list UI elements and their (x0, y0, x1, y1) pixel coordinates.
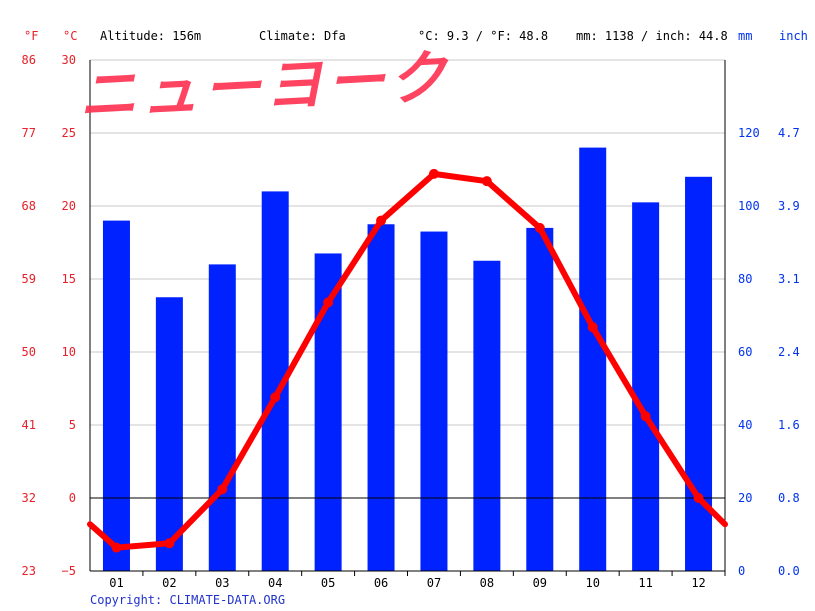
month-label: 10 (585, 576, 599, 590)
temperature-point (217, 484, 228, 495)
fahrenheit-tick-label: 23 (22, 564, 36, 578)
precipitation-tick-labels: 120 4.7 100 3.9 80 3.1 60 2.4 40 1.6 20 0.8 0 0.0 (738, 126, 800, 578)
inch-tick-label: 4.7 (778, 126, 800, 140)
temperature-point (323, 297, 334, 308)
temp-average-text: °C: 9.3 / °F: 48.8 (418, 29, 548, 43)
month-label: 04 (268, 576, 282, 590)
fahrenheit-tick-label: 50 (22, 345, 36, 359)
inch-tick-label: 1.6 (778, 418, 800, 432)
copyright-text: Copyright: CLIMATE-DATA.ORG (90, 593, 285, 607)
fahrenheit-tick-label: 77 (22, 126, 36, 140)
temperature-point (587, 322, 598, 333)
inch-axis-label: inch (779, 29, 808, 43)
inch-tick-label: 0.8 (778, 491, 800, 505)
inch-tick-label: 3.1 (778, 272, 800, 286)
month-label: 12 (691, 576, 705, 590)
fahrenheit-tick-label: 59 (22, 272, 36, 286)
mm-tick-label: 100 (738, 199, 760, 213)
fahrenheit-tick-label: 68 (22, 199, 36, 213)
fahrenheit-tick-label: 41 (22, 418, 36, 432)
temperature-points (111, 168, 704, 553)
temperature-point (270, 392, 281, 403)
precipitation-bar (685, 176, 713, 572)
temperature-point (164, 538, 175, 549)
month-tick-labels: 01 02 03 04 05 06 07 08 09 10 11 12 (109, 571, 726, 590)
fahrenheit-axis-label: °F (24, 29, 38, 43)
fahrenheit-tick-label: 86 (22, 53, 36, 67)
celsius-tick-label: −5 (62, 564, 76, 578)
temperature-point (428, 168, 439, 179)
precipitation-bar (579, 147, 607, 571)
month-label: 02 (162, 576, 176, 590)
month-label: 08 (480, 576, 494, 590)
mm-axis-label: mm (738, 29, 752, 43)
celsius-tick-label: 0 (69, 491, 76, 505)
precipitation-bars (102, 147, 713, 572)
climate-text: Climate: Dfa (259, 29, 346, 43)
precipitation-bar (367, 224, 395, 571)
celsius-tick-label: 15 (62, 272, 76, 286)
celsius-tick-label: 25 (62, 126, 76, 140)
overlay-title: ニューヨーク (77, 43, 452, 130)
month-label: 06 (374, 576, 388, 590)
mm-tick-label: 40 (738, 418, 752, 432)
precip-total-text: mm: 1138 / inch: 44.8 (576, 29, 728, 43)
inch-tick-label: 0.0 (778, 564, 800, 578)
month-label: 03 (215, 576, 229, 590)
temperature-point (534, 222, 545, 233)
grid-lines (90, 59, 725, 572)
temperature-tick-labels: 30 86 25 77 20 68 15 59 10 50 5 41 0 32 −5 23 (22, 53, 76, 578)
fahrenheit-tick-label: 32 (22, 491, 36, 505)
temperature-point (693, 493, 704, 503)
celsius-tick-label: 5 (69, 418, 76, 432)
inch-tick-label: 2.4 (778, 345, 800, 359)
month-label: 11 (638, 576, 652, 590)
mm-tick-label: 20 (738, 491, 752, 505)
precipitation-bar (526, 227, 554, 571)
month-label: 01 (109, 576, 123, 590)
mm-tick-label: 120 (738, 126, 760, 140)
celsius-tick-label: 10 (62, 345, 76, 359)
altitude-text: Altitude: 156m (100, 29, 201, 43)
temperature-point (111, 542, 122, 553)
month-label: 05 (321, 576, 335, 590)
temperature-point (376, 215, 387, 226)
precipitation-bar (420, 231, 448, 572)
mm-tick-label: 0 (738, 564, 745, 578)
temperature-point (640, 411, 651, 422)
precipitation-bar (473, 260, 501, 571)
celsius-tick-label: 20 (62, 199, 76, 213)
precipitation-bar (208, 264, 236, 571)
celsius-tick-label: 30 (62, 53, 76, 67)
month-label: 07 (427, 576, 441, 590)
temperature-point (481, 176, 492, 187)
temperature-line (87, 170, 728, 551)
inch-tick-label: 3.9 (778, 199, 800, 213)
precipitation-bar (155, 297, 183, 571)
precipitation-bar (632, 202, 660, 571)
mm-tick-label: 80 (738, 272, 752, 286)
mm-tick-label: 60 (738, 345, 752, 359)
precipitation-bar (102, 220, 130, 571)
month-label: 09 (533, 576, 547, 590)
celsius-axis-label: °C (63, 29, 77, 43)
